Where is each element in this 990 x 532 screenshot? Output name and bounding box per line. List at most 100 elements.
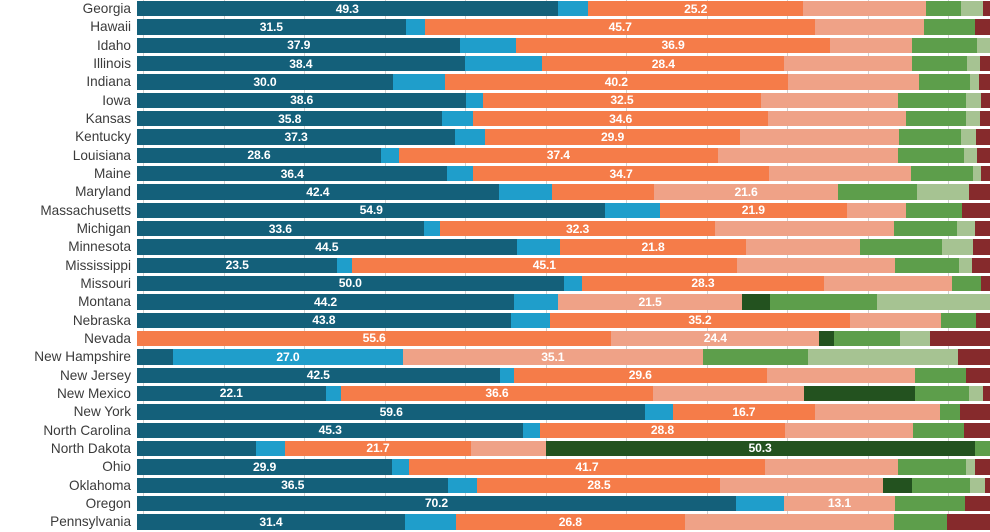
bar-segment-series-1: 31.4 xyxy=(137,514,405,530)
bar-segment-series-8 xyxy=(983,0,990,17)
bar-segment-series-1 xyxy=(137,349,173,365)
row-label: New York xyxy=(73,404,131,420)
bar-segment-series-3: 32.5 xyxy=(483,92,761,108)
bar-segment-series-3: 16.7 xyxy=(672,404,816,420)
stacked-bar: 23.5 45.1 xyxy=(137,257,990,273)
bar-segment-series-3: 21.9 xyxy=(659,202,847,218)
bar-segment-series-6 xyxy=(702,349,809,365)
stacked-bar: 59.6 16.7 xyxy=(137,404,990,420)
chart-row: Georgia 49.3 25.2 xyxy=(0,0,990,17)
bar-segment-series-8 xyxy=(969,184,990,200)
bar-segment-series-1: 50.0 xyxy=(137,275,564,292)
stacked-bar: 42.5 29.6 xyxy=(137,367,990,383)
row-label: Michigan xyxy=(76,220,131,236)
bar-segment-series-2 xyxy=(523,422,540,438)
bar-segment-series-2 xyxy=(464,55,543,72)
bar-segment-series-4 xyxy=(785,422,914,438)
stacked-bar: 43.8 35.2 xyxy=(137,312,990,328)
bar-segment-series-4: 21.6 xyxy=(653,184,839,200)
segment-value-label: 45.3 xyxy=(318,423,342,438)
row-label: Indiana xyxy=(86,74,131,90)
row-label: Hawaii xyxy=(90,19,131,35)
bar-segment-series-2 xyxy=(392,74,445,90)
bar-segment-series-1: 29.9 xyxy=(137,459,393,475)
stacked-bar: 22.1 36.6 xyxy=(137,385,990,402)
bar-segment-series-1: 44.5 xyxy=(137,239,517,255)
chart-row: Missouri 50.0 28.3 xyxy=(0,275,990,292)
segment-value-label: 29.9 xyxy=(252,459,277,474)
bar-segment-series-7 xyxy=(966,459,975,475)
bar-segment-series-4 xyxy=(717,147,898,163)
stacked-bar: 36.5 28.5 xyxy=(137,477,990,493)
bar-segment-series-6 xyxy=(939,404,961,420)
segment-value-label: 28.3 xyxy=(691,276,715,291)
bar-segment-series-7 xyxy=(966,55,980,72)
bar-segment-series-8 xyxy=(979,55,990,72)
segment-value-label: 28.6 xyxy=(247,148,271,163)
chart-row: New Mexico 22.1 36.6 xyxy=(0,385,990,402)
bar-segment-series-7 xyxy=(960,0,984,17)
stacked-bar: 44.2 21.5 xyxy=(137,294,990,310)
row-label: New Mexico xyxy=(56,385,131,401)
stacked-bar: 38.4 28.4 xyxy=(137,55,990,72)
chart-row: New Jersey 42.5 29.6 xyxy=(0,367,990,384)
bar-segment-series-2 xyxy=(256,440,286,457)
bar-segment-series-1: 23.5 xyxy=(137,257,338,273)
bar-segment-series-7 xyxy=(964,147,978,163)
row-label: Idaho xyxy=(96,37,131,53)
bar-segment-series-7 xyxy=(916,184,970,200)
segment-value-label: 41.7 xyxy=(575,459,599,474)
stacked-bar: 36.4 34.7 xyxy=(137,165,990,182)
bar-segment-series-1: 45.3 xyxy=(137,422,524,438)
segment-value-label: 35.2 xyxy=(688,313,712,328)
bar-segment-series-3: 21.7 xyxy=(285,440,471,457)
bar-segment-series-7 xyxy=(877,294,990,310)
bar-segment-series-4 xyxy=(684,514,894,530)
segment-value-label: 34.7 xyxy=(609,166,633,181)
bar-segment-series-4 xyxy=(470,440,546,457)
stacked-bar: 54.9 21.9 xyxy=(137,202,990,218)
segment-value-label: 44.5 xyxy=(315,239,339,254)
row-label: Oregon xyxy=(85,495,131,511)
bar-segment-series-8 xyxy=(974,220,990,237)
bar-segment-series-4: 13.1 xyxy=(783,495,896,512)
bar-segment-series-6 xyxy=(895,257,960,273)
segment-value-label: 32.5 xyxy=(610,93,634,108)
bar-segment-series-3: 32.3 xyxy=(439,220,716,237)
chart-row: Illinois 38.4 28.4 xyxy=(0,55,990,72)
row-label: New Hampshire xyxy=(34,349,131,365)
bar-segment-series-7 xyxy=(970,74,979,90)
bar-segment-series-8 xyxy=(978,74,990,90)
segment-value-label: 29.6 xyxy=(628,368,652,383)
segment-value-label: 24.4 xyxy=(703,331,727,346)
bar-segment-series-8 xyxy=(961,202,990,218)
bar-segment-series-2 xyxy=(392,459,410,475)
bar-segment-series-3: 28.4 xyxy=(542,55,785,72)
bar-segment-series-6 xyxy=(941,312,977,328)
bar-segment-series-2 xyxy=(337,257,352,273)
bar-segment-series-6 xyxy=(894,220,957,237)
bar-segment-series-1: 37.9 xyxy=(137,37,461,54)
bar-segment-series-2 xyxy=(563,275,583,292)
bar-segment-series-4 xyxy=(815,404,940,420)
bar-segment-series-3: 40.2 xyxy=(444,74,788,90)
bar-segment-series-3: 45.1 xyxy=(351,257,737,273)
segment-value-label: 37.9 xyxy=(287,38,311,53)
bar-segment-series-2 xyxy=(605,202,660,218)
bar-segment-series-4 xyxy=(769,165,912,182)
bar-segment-series-6 xyxy=(833,330,901,347)
stacked-bar: 28.6 37.4 xyxy=(137,147,990,163)
bar-segment-series-8 xyxy=(958,349,990,365)
bar-segment-series-7 xyxy=(968,385,984,402)
bar-segment-series-3: 35.2 xyxy=(549,312,851,328)
stacked-bar: 38.6 32.5 xyxy=(137,92,990,108)
bar-segment-series-1: 30.0 xyxy=(137,74,393,90)
row-label: New Jersey xyxy=(59,367,131,383)
chart-row: Kentucky 37.3 29.9 xyxy=(0,128,990,145)
bar-segment-series-6 xyxy=(913,422,965,438)
row-label: Ohio xyxy=(102,459,131,475)
bar-segment-series-1: 49.3 xyxy=(137,0,558,17)
bar-segment-series-4: 21.5 xyxy=(558,294,742,310)
bar-segment-series-3: 21.8 xyxy=(560,239,747,255)
bar-segment-series-3: 28.3 xyxy=(582,275,824,292)
